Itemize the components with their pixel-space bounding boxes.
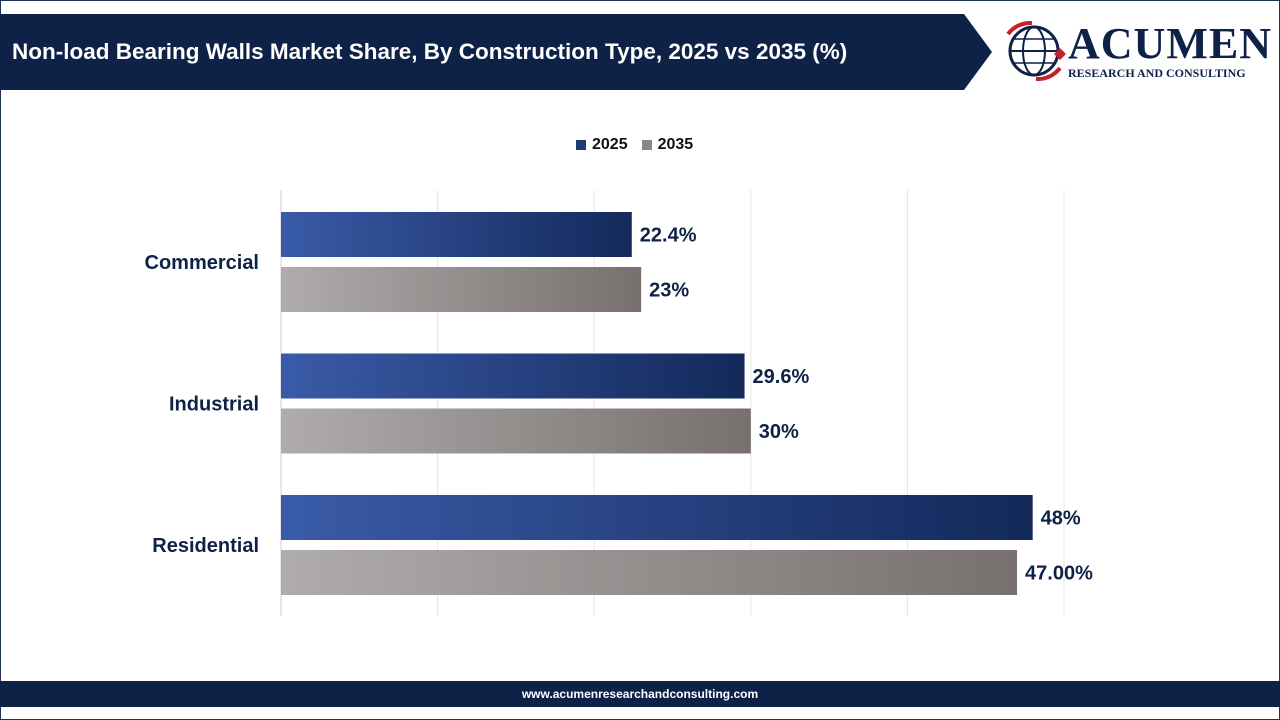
category-label-residential: Residential — [152, 535, 259, 557]
globe-icon — [1006, 20, 1066, 82]
category-label-industrial: Industrial — [169, 394, 259, 416]
value-label-residential-2035: 47.00% — [1025, 563, 1093, 585]
bar-commercial-2025 — [281, 212, 632, 257]
bar-commercial-2035 — [281, 267, 642, 312]
legend-item-2035: 2035 — [641, 136, 694, 154]
bar-industrial-2025 — [281, 353, 745, 399]
logo-tagline: RESEARCH AND CONSULTING — [1068, 66, 1246, 80]
value-label-commercial-2035: 23% — [649, 280, 689, 302]
legend-label-2025: 2025 — [592, 136, 628, 153]
logo — [1006, 20, 1066, 82]
bar-residential-2035 — [281, 550, 1018, 595]
category-label-commercial: Commercial — [145, 252, 260, 274]
gridlines — [280, 190, 1065, 616]
bar-industrial-2035 — [281, 408, 751, 454]
legend-label-2035: 2035 — [657, 136, 694, 153]
bar-residential-2025 — [281, 495, 1033, 540]
title-banner — [0, 14, 992, 90]
value-label-industrial-2035: 30% — [759, 421, 799, 443]
chart-title: Non-load Bearing Walls Market Share, By … — [12, 39, 848, 64]
legend-swatch-2035 — [641, 140, 652, 150]
labels: Commercial 22.4% 23% Industrial 29.6% 30% Resi… — [145, 225, 1094, 585]
legend-item-2025: 2025 — [576, 136, 628, 154]
bars — [281, 212, 1033, 595]
value-label-industrial-2025: 29.6% — [753, 366, 810, 388]
logo-name: ACUMEN — [1068, 19, 1272, 68]
legend: 2025 2035 — [576, 134, 693, 156]
value-label-residential-2025: 48% — [1041, 508, 1081, 530]
legend-swatch-2025 — [576, 140, 586, 150]
value-label-commercial-2025: 22.4% — [640, 225, 697, 247]
footer-url: www.acumenresearchandconsulting.com — [0, 681, 1280, 707]
